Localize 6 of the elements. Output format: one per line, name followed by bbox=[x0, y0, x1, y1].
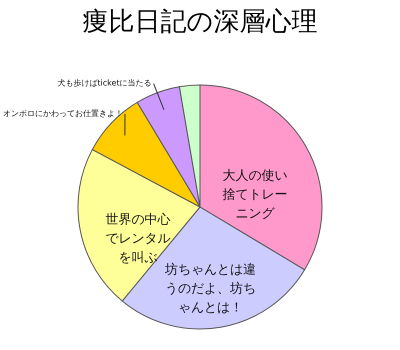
chart-title: 痩比日記の深層心理 bbox=[82, 7, 318, 37]
slice-label: 犬も歩けばticketに当たる bbox=[57, 78, 152, 88]
slice-label: 大人の使い捨てトレーニング bbox=[222, 168, 288, 222]
slice-label: 世界の中心でレンタルを叫ぶ bbox=[105, 211, 170, 266]
slice-label: オンボロにかわってお仕置きよ！ bbox=[3, 108, 123, 118]
slice-label: 坊ちゃんとは違うのだよ、坊ちゃんとは！ bbox=[164, 262, 256, 316]
